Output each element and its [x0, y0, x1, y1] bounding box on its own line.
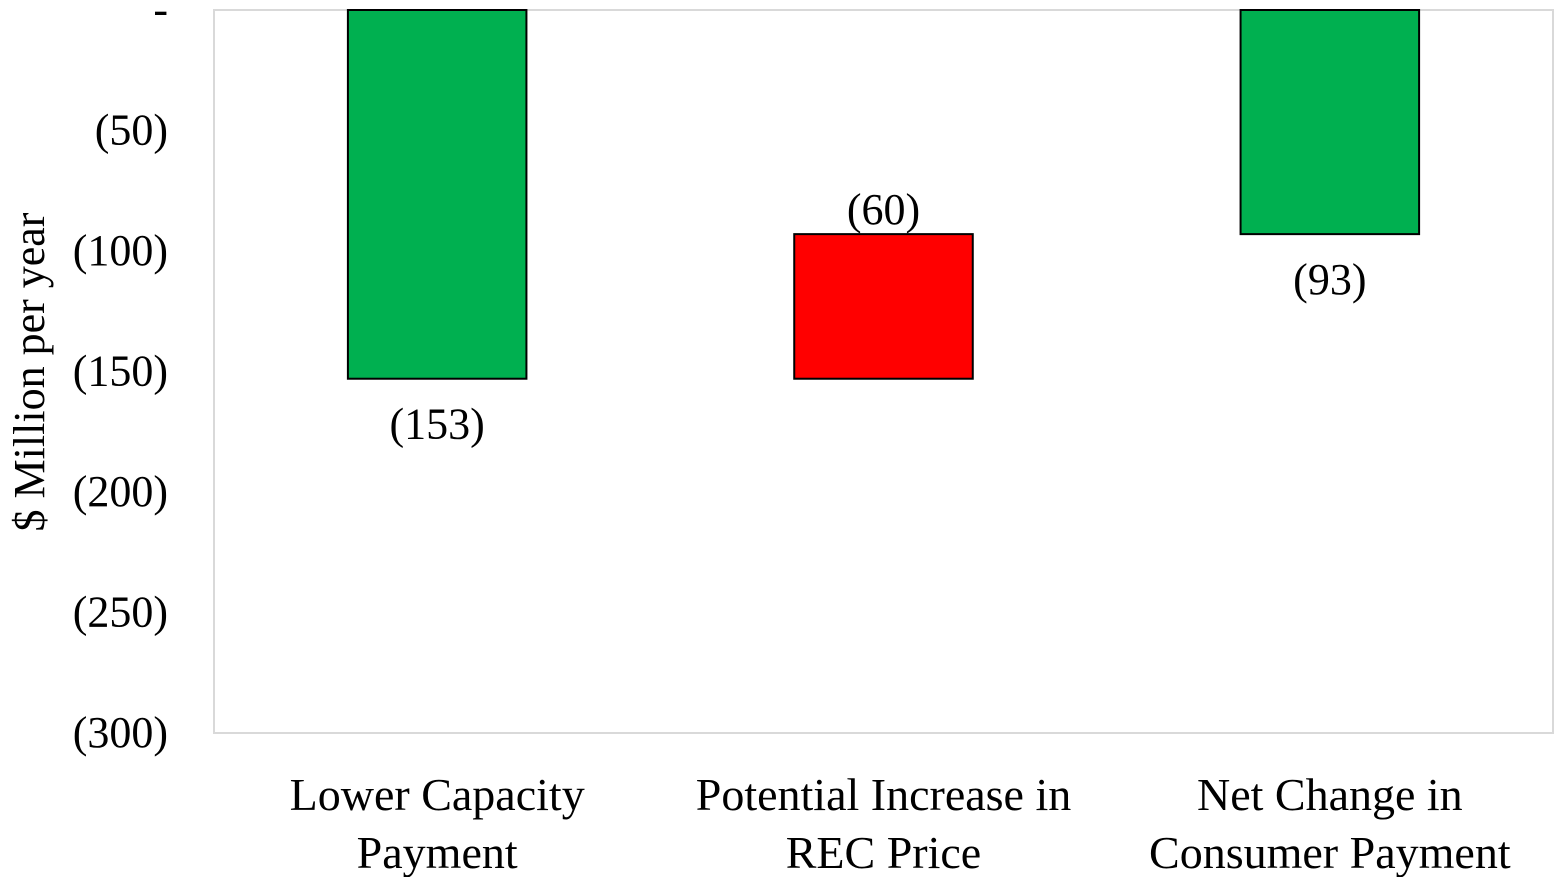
category-label: Consumer Payment — [1149, 827, 1511, 877]
category-label: Payment — [357, 827, 518, 877]
category-label: Net Change in — [1197, 769, 1463, 820]
data-label: (60) — [847, 185, 920, 234]
data-labels: (153) (60) (93) — [390, 185, 1367, 449]
data-label: (93) — [1293, 255, 1366, 304]
bars — [346, 9, 1421, 380]
y-tick-label: (200) — [73, 467, 168, 516]
y-axis-label: $ Million per year — [5, 212, 54, 531]
y-tick-label: (150) — [73, 347, 168, 396]
data-label: (153) — [390, 400, 485, 449]
y-tick-label: (300) — [73, 708, 168, 757]
y-tick-label: (100) — [73, 226, 168, 275]
category-labels: Lower Capacity Payment Potential Increase … — [290, 769, 1511, 877]
y-tick-label: (50) — [95, 106, 168, 155]
bar — [793, 233, 974, 380]
category-label: Potential Increase in — [696, 769, 1072, 820]
y-tick-label: - — [153, 0, 168, 34]
bar — [346, 9, 528, 380]
category-label: REC Price — [786, 827, 981, 877]
y-tick-label: (250) — [73, 588, 168, 637]
y-axis-ticks: - (50) (100) (150) (200) (250) (300) — [73, 0, 168, 757]
category-label: Lower Capacity — [290, 769, 585, 820]
bar — [1239, 9, 1421, 236]
